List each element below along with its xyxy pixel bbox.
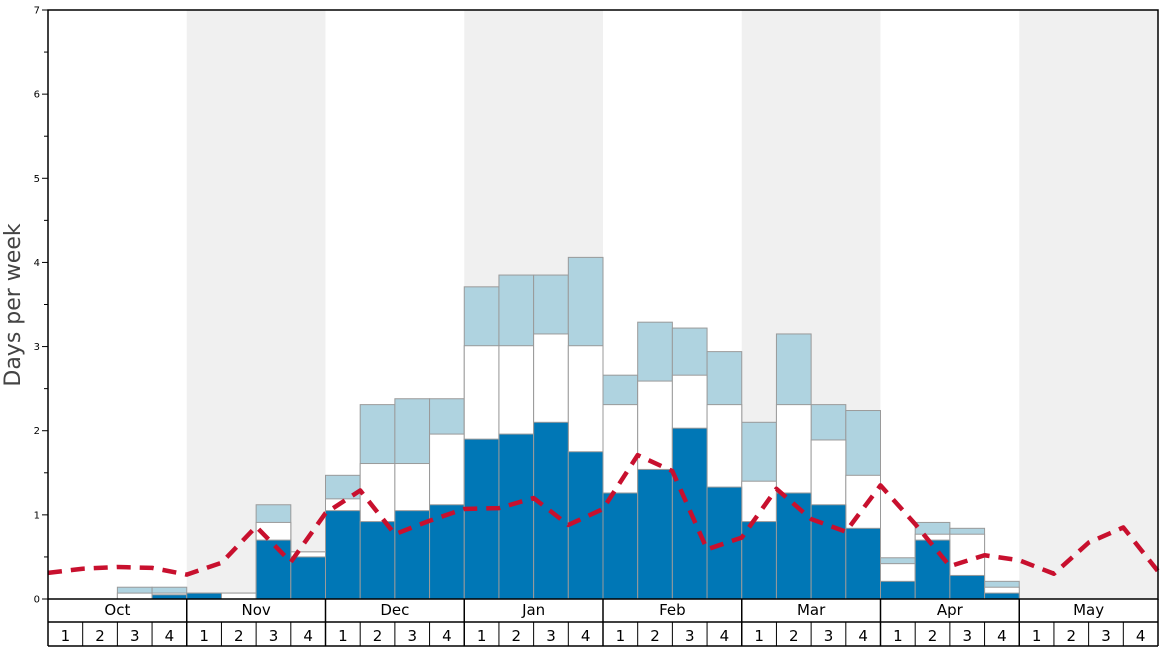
y-tick-label: 6 (34, 90, 40, 101)
bar-dark-feb-1 (602, 492, 639, 600)
bar-dark-apr-3 (949, 574, 986, 600)
week-label: 1 (477, 627, 487, 645)
y-tick-label: 5 (34, 174, 40, 185)
week-label: 4 (165, 627, 175, 645)
week-label: 3 (130, 627, 140, 645)
bar-dark-nov-4 (290, 556, 326, 600)
weekly-bars (116, 256, 1020, 600)
week-label: 1 (61, 627, 71, 645)
bar-dark-apr-2 (914, 539, 951, 600)
week-label: 4 (303, 627, 313, 645)
week-label: 3 (685, 627, 695, 645)
week-label: 1 (754, 627, 764, 645)
week-label: 3 (546, 627, 556, 645)
bar-dark-dec-1 (325, 510, 361, 600)
y-tick-label: 2 (34, 426, 40, 437)
y-tick-label: 1 (34, 510, 40, 521)
week-label: 3 (407, 627, 417, 645)
y-tick-label: 7 (34, 6, 40, 17)
average-dashed-line (47, 452, 1160, 577)
month-label-nov: Nov (241, 601, 270, 619)
week-label: 4 (997, 627, 1007, 645)
y-tick-label: 0 (34, 595, 40, 606)
month-label-apr: Apr (937, 601, 964, 619)
month-label-may: May (1073, 601, 1104, 619)
bar-dark-apr-4 (984, 592, 1020, 600)
bar-white-nov-2 (220, 592, 257, 600)
bar-dark-nov-1 (186, 592, 222, 600)
bar-dark-jan-3 (533, 421, 569, 600)
week-label: 2 (234, 627, 244, 645)
y-axis: 0 1 2 3 4 5 6 7 (34, 6, 48, 606)
month-label-jan: Jan (521, 601, 545, 619)
week-label: 2 (95, 627, 105, 645)
week-label: 4 (442, 627, 452, 645)
bar-dark-mar-2 (775, 492, 812, 600)
bar-dark-feb-2 (637, 468, 673, 600)
week-label: 3 (824, 627, 834, 645)
bar-dark-mar-1 (741, 521, 777, 600)
week-label: 2 (650, 627, 660, 645)
bar-dark-nov-3 (255, 539, 292, 600)
y-tick-label: 3 (34, 342, 40, 353)
bar-dark-feb-4 (706, 486, 743, 600)
week-label: 1 (616, 627, 626, 645)
month-label-dec: Dec (380, 601, 409, 619)
y-axis-label: Days per week (1, 223, 26, 386)
x-axis: Oct 1 2 3 4 Nov 1 2 3 4 Dec 1 2 3 4 Jan 1 2 3 4 Feb 1 2 3 4 Mar 1 2… (47, 599, 1159, 647)
bar-dark-mar-4 (845, 527, 881, 600)
week-label: 3 (962, 627, 972, 645)
week-label: 1 (893, 627, 903, 645)
week-label: 3 (269, 627, 279, 645)
bar-dark-jan-4 (567, 451, 604, 600)
bar-dark-dec-2 (359, 521, 396, 600)
week-label: 4 (858, 627, 868, 645)
week-label: 2 (1067, 627, 1077, 645)
bar-white-oct-3 (116, 592, 153, 600)
month-label-feb: Feb (659, 601, 686, 619)
bar-dark-dec-4 (429, 504, 465, 600)
week-label: 2 (512, 627, 522, 645)
bar-dark-jan-2 (498, 433, 535, 600)
week-label: 2 (373, 627, 383, 645)
week-label: 1 (1032, 627, 1042, 645)
bar-dark-apr-1 (880, 580, 916, 600)
month-label-mar: Mar (797, 601, 826, 619)
y-tick-label: 4 (34, 258, 40, 269)
week-label: 1 (338, 627, 348, 645)
bar-dark-jan-1 (463, 438, 500, 600)
week-label: 3 (1101, 627, 1111, 645)
week-label: 2 (928, 627, 938, 645)
month-band-nov (186, 10, 326, 599)
week-label: 1 (199, 627, 209, 645)
week-label: 4 (1136, 627, 1146, 645)
week-label: 4 (720, 627, 730, 645)
month-label-oct: Oct (104, 601, 130, 619)
week-label: 4 (581, 627, 591, 645)
week-label: 2 (789, 627, 799, 645)
month-band-may (1019, 10, 1158, 599)
